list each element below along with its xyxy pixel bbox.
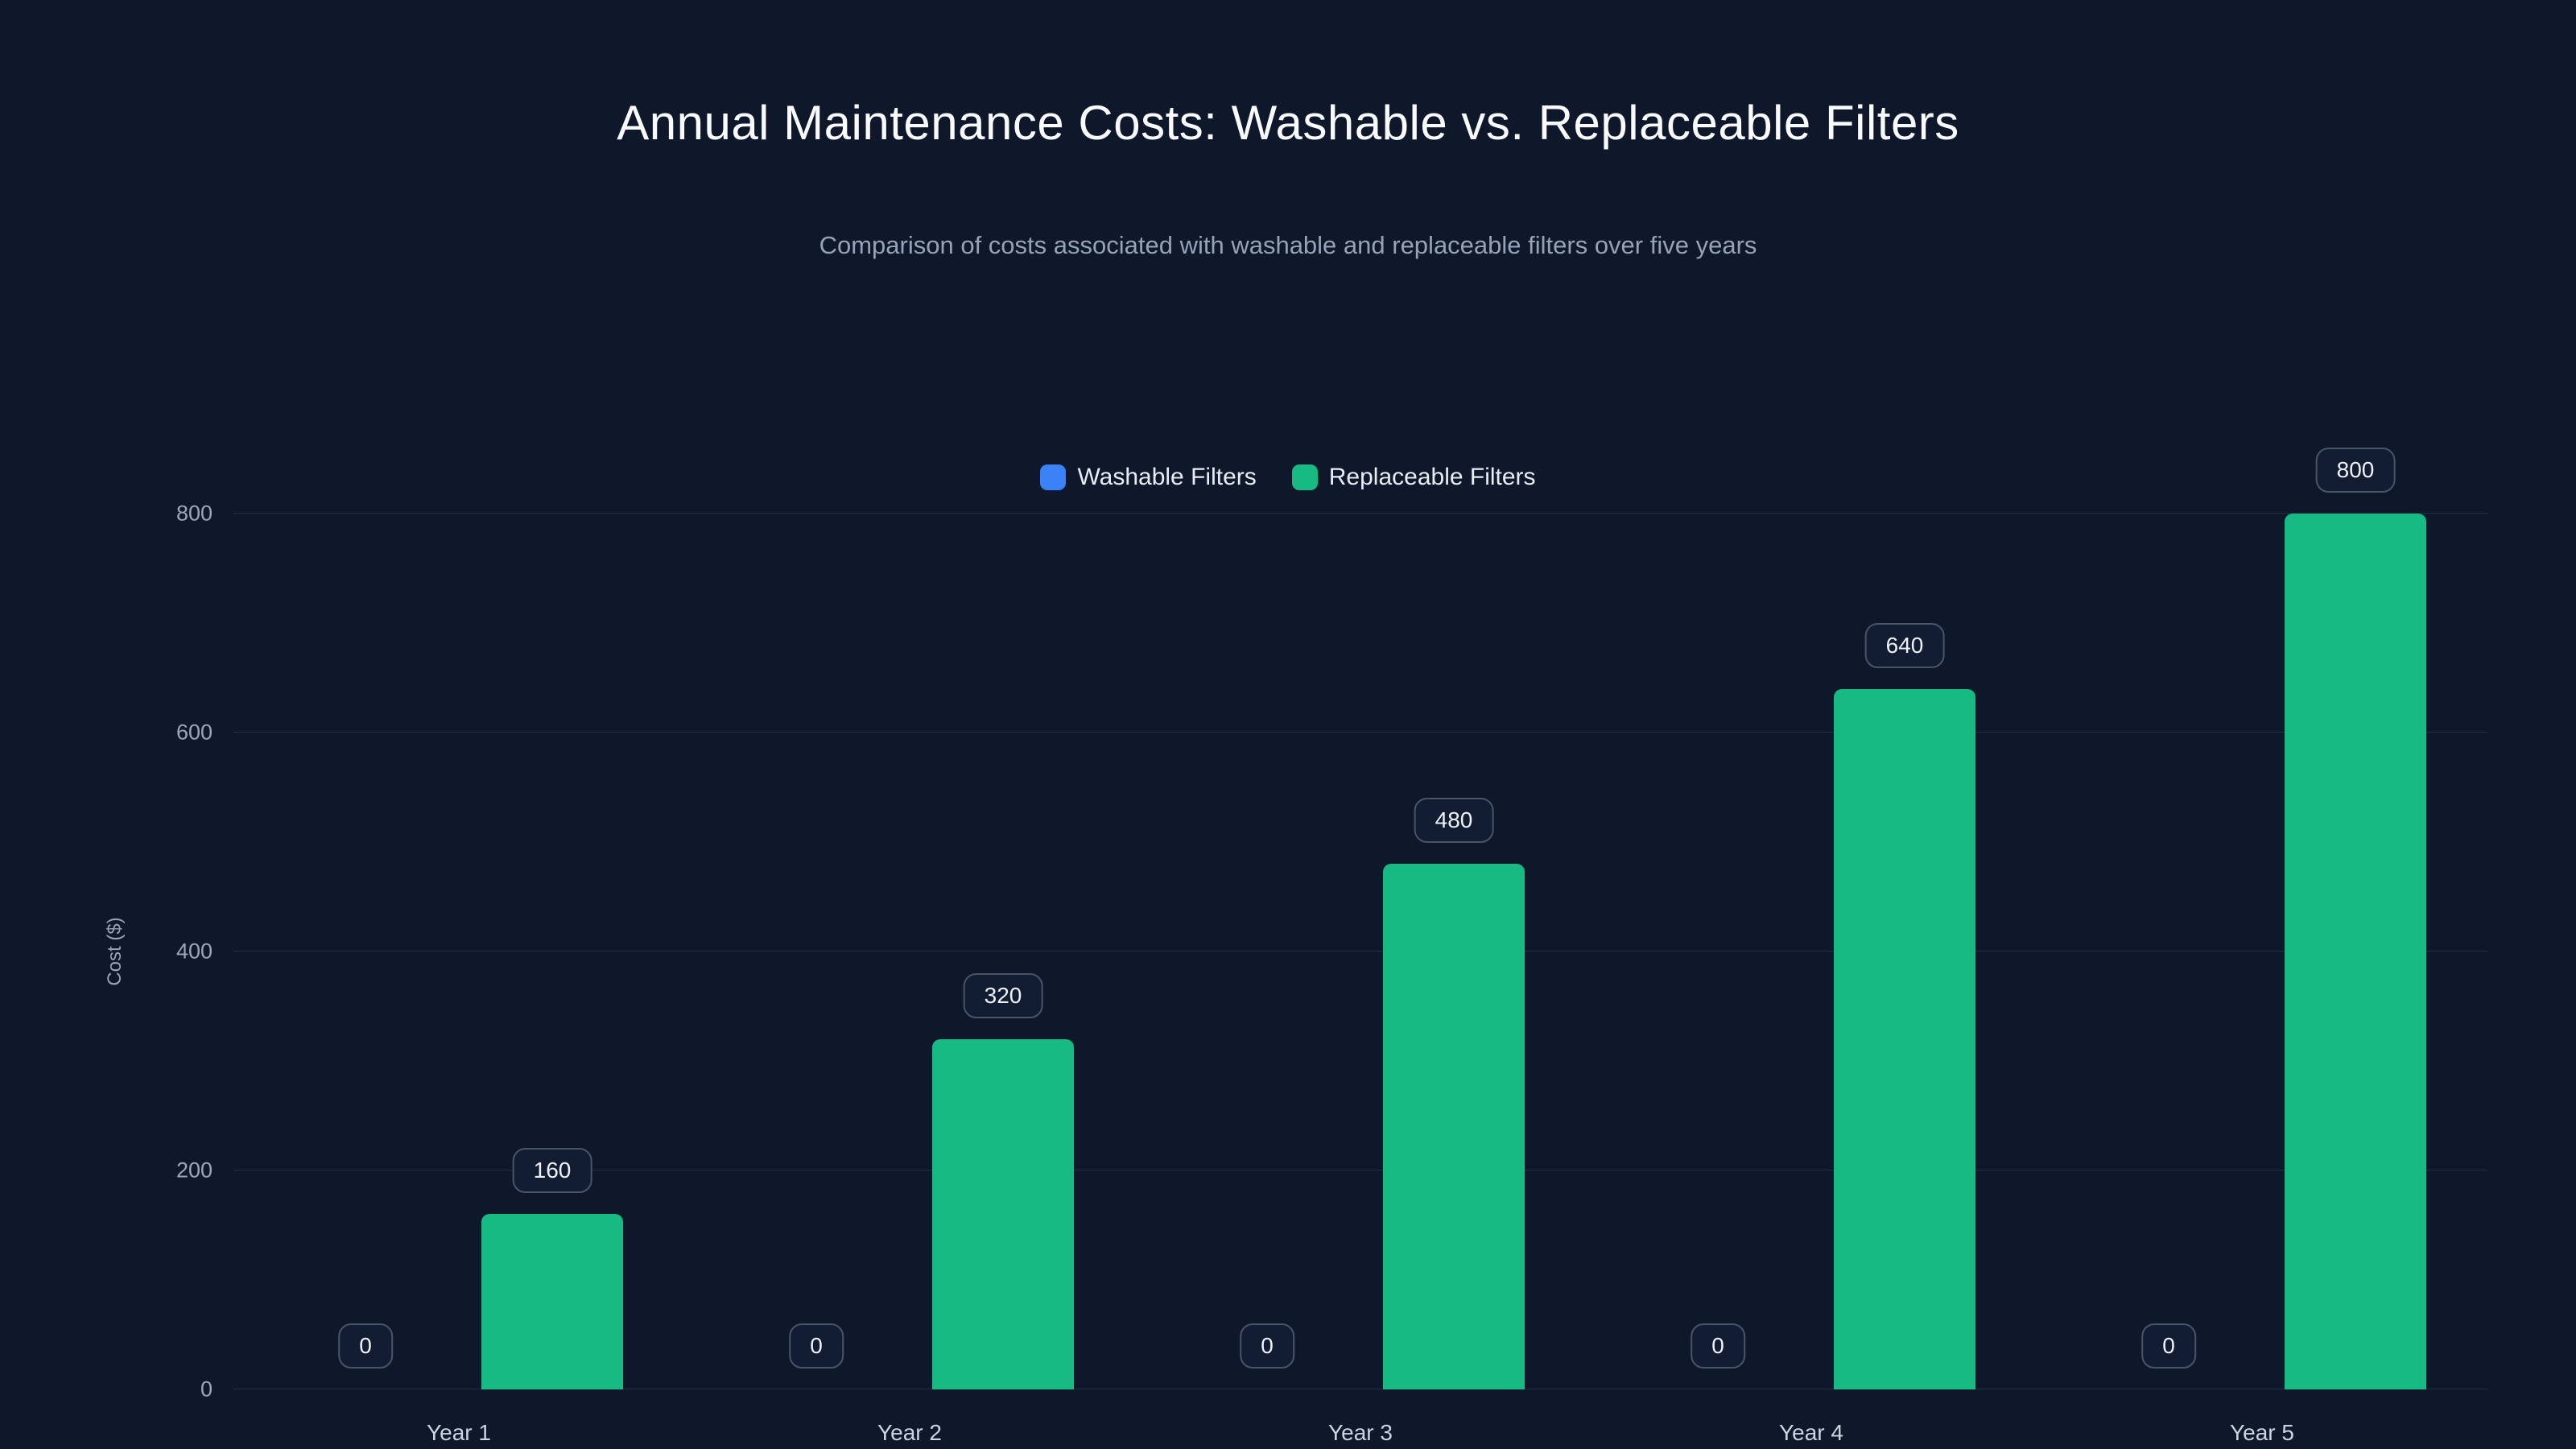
- legend-swatch-icon: [1040, 464, 1067, 490]
- gridline: [233, 513, 2487, 514]
- y-tick-label: 800: [175, 501, 213, 526]
- y-tick-label: 400: [175, 939, 213, 964]
- legend: Washable Filters Replaceable Filters: [0, 464, 2576, 491]
- legend-item-replaceable[interactable]: Replaceable Filters: [1291, 464, 1536, 491]
- bar-replaceable[interactable]: [481, 1214, 623, 1389]
- bar-replaceable[interactable]: [1383, 864, 1525, 1389]
- plot-area: 0 200 400 600 800 Year 1 0 160 Year 2 0 320 Year 3 0…: [176, 448, 2487, 1445]
- chart-title: Annual Maintenance Costs: Washable vs. R…: [617, 96, 1959, 150]
- bar-replaceable[interactable]: [932, 1038, 1074, 1389]
- y-tick-label: 200: [175, 1158, 213, 1183]
- value-label: 800: [2315, 448, 2396, 493]
- value-label: 0: [2141, 1323, 2196, 1368]
- bar-replaceable[interactable]: [1834, 688, 1975, 1389]
- value-label: 480: [1414, 798, 1494, 844]
- value-label: 160: [512, 1148, 592, 1194]
- value-label: 0: [338, 1323, 393, 1368]
- chart-subtitle: Comparison of costs associated with wash…: [819, 231, 1757, 259]
- x-tick-label: Year 4: [1779, 1420, 1843, 1445]
- value-label: 0: [789, 1323, 844, 1368]
- bar-replaceable[interactable]: [2285, 514, 2426, 1389]
- value-label: 320: [963, 972, 1043, 1018]
- y-axis-title: Cost ($): [104, 917, 126, 986]
- legend-item-washable[interactable]: Washable Filters: [1040, 464, 1257, 491]
- legend-label: Washable Filters: [1077, 464, 1257, 490]
- chart-header: Annual Maintenance Costs: Washable vs. R…: [0, 95, 2576, 260]
- gridline: [233, 951, 2487, 952]
- value-label: 640: [1864, 622, 1945, 668]
- x-tick-label: Year 2: [877, 1420, 942, 1445]
- x-tick-label: Year 5: [2230, 1420, 2294, 1445]
- x-tick-label: Year 1: [427, 1420, 491, 1445]
- y-tick-label: 600: [175, 720, 213, 745]
- legend-swatch-icon: [1291, 464, 1318, 490]
- value-label: 0: [1240, 1323, 1294, 1368]
- legend-label: Replaceable Filters: [1328, 464, 1536, 490]
- value-label: 0: [1690, 1323, 1745, 1368]
- x-tick-label: Year 3: [1328, 1420, 1393, 1445]
- gridline: [233, 732, 2487, 733]
- y-tick-label: 0: [200, 1377, 213, 1402]
